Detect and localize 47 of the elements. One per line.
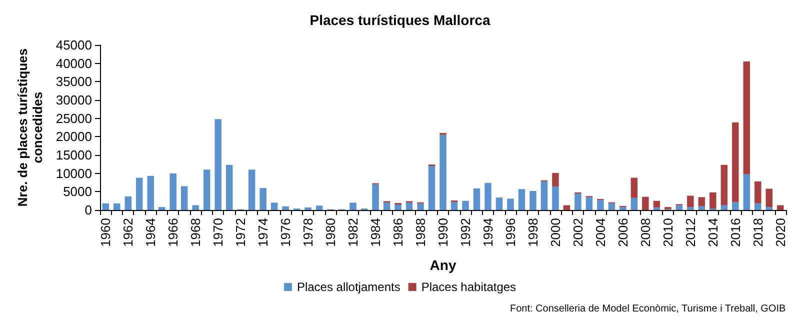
x-tick-label: 1976 xyxy=(278,218,294,247)
x-tick-label: 2014 xyxy=(705,218,720,247)
x-tick-label: 1978 xyxy=(300,218,316,247)
x-tick-label: 1962 xyxy=(120,218,136,247)
y-tick-label: 0 xyxy=(84,202,92,218)
x-tick-label: 1982 xyxy=(346,218,361,247)
x-tick-label: 2006 xyxy=(615,218,630,247)
x-tick-label: 1984 xyxy=(368,218,384,247)
legend-label: Places allotjaments xyxy=(296,280,400,294)
x-tick-label: 1986 xyxy=(390,218,406,247)
x-tick-label: 1974 xyxy=(256,218,271,247)
y-tick-label: 20000 xyxy=(56,129,92,144)
x-tick-label: 1972 xyxy=(233,218,248,247)
y-tick-label: 25000 xyxy=(56,110,92,126)
x-tick-label: 2016 xyxy=(728,218,743,247)
x-tick-label: 2020 xyxy=(772,218,788,247)
y-tick-label: 45000 xyxy=(56,38,92,52)
x-tick-label: 1980 xyxy=(323,218,338,247)
x-tick-label: 1992 xyxy=(458,218,473,247)
y-tick-label: 40000 xyxy=(56,56,92,71)
x-tick-label: 1998 xyxy=(525,218,540,247)
y-tick-label: 10000 xyxy=(56,166,92,181)
x-tick-label: 1994 xyxy=(480,218,496,247)
x-tick-label: 1968 xyxy=(188,218,204,247)
x-tick-label: 1964 xyxy=(143,218,158,247)
x-tick-label: 1966 xyxy=(166,218,181,247)
text: Font: Conselleria de Model Econòmic, Turisme i Treball, GOIB xyxy=(510,304,786,314)
y-tick-label: 15000 xyxy=(56,148,92,162)
x-tick-label: 1996 xyxy=(502,218,518,247)
y-tick-label: 5000 xyxy=(63,184,92,200)
y-tick-label: 30000 xyxy=(56,92,92,108)
x-tick-label: 1990 xyxy=(436,218,450,247)
x-tick-label: 2010 xyxy=(660,218,676,247)
x-tick-label: 2012 xyxy=(682,218,698,247)
x-tick-label: 2018 xyxy=(750,218,766,247)
chart-title: Places turístiques Mallorca xyxy=(310,12,490,28)
x-tick-label: 2002 xyxy=(570,218,586,247)
x-tick-label: 2000 xyxy=(548,218,563,247)
x-tick-label: 1988 xyxy=(413,218,428,247)
y-tick-label: 35000 xyxy=(56,74,92,90)
x-tick-label: 1970 xyxy=(210,218,226,247)
x-tick-label: 2008 xyxy=(638,218,653,247)
legend-label: Places habitatges xyxy=(421,280,516,294)
x-tick-label: 2004 xyxy=(592,218,608,247)
y-axis-title: Nre. de places turístiques concedides xyxy=(14,48,45,207)
x-axis-title: Any xyxy=(430,257,456,273)
x-tick-label: 1960 xyxy=(98,218,114,247)
